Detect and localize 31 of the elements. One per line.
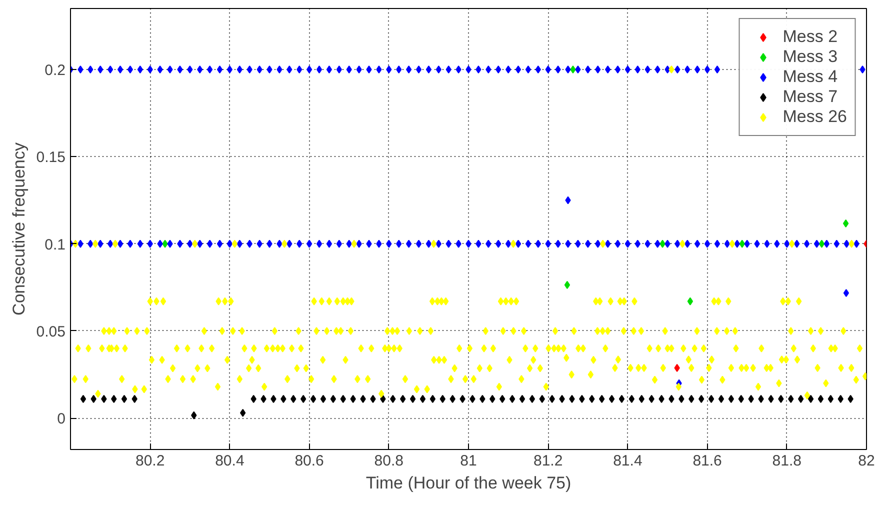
point [687, 297, 694, 306]
y-axis-title: Consecutive frequency [9, 142, 28, 316]
x-tick-label: 81.8 [772, 452, 802, 470]
x-tick-label: 81 [460, 452, 477, 470]
legend-label: Mess 2 [782, 27, 838, 47]
y-tick-label: 0.1 [44, 236, 66, 254]
legend-label: Mess 4 [782, 67, 838, 87]
x-tick-label: 81.6 [692, 452, 722, 470]
legend-label: Mess 3 [782, 47, 838, 67]
point [842, 219, 849, 228]
point [564, 280, 570, 289]
x-tick-label: 81.2 [534, 452, 563, 470]
x-tick-label: 80.4 [215, 452, 244, 470]
x-tick-label: 80.2 [136, 452, 165, 470]
point [818, 240, 825, 248]
x-tick-label: 80.6 [294, 452, 324, 470]
point [674, 364, 680, 372]
point [739, 240, 745, 248]
point [162, 240, 168, 248]
y-tick-label: 0.05 [36, 323, 66, 340]
legend-label: Mess 26 [782, 107, 847, 127]
legend-label: Mess 7 [782, 87, 838, 107]
x-tick-label: 82 [858, 452, 875, 470]
x-tick-label: 81.4 [613, 452, 642, 470]
point [660, 240, 666, 248]
y-tick-label: 0.2 [44, 62, 66, 80]
y-tick-label: 0 [57, 410, 66, 428]
x-axis-title: Time (Hour of the week 75) [366, 474, 572, 492]
x-tick-label: 80.8 [374, 452, 404, 470]
y-tick-label: 0.15 [36, 149, 66, 166]
point [570, 66, 576, 74]
